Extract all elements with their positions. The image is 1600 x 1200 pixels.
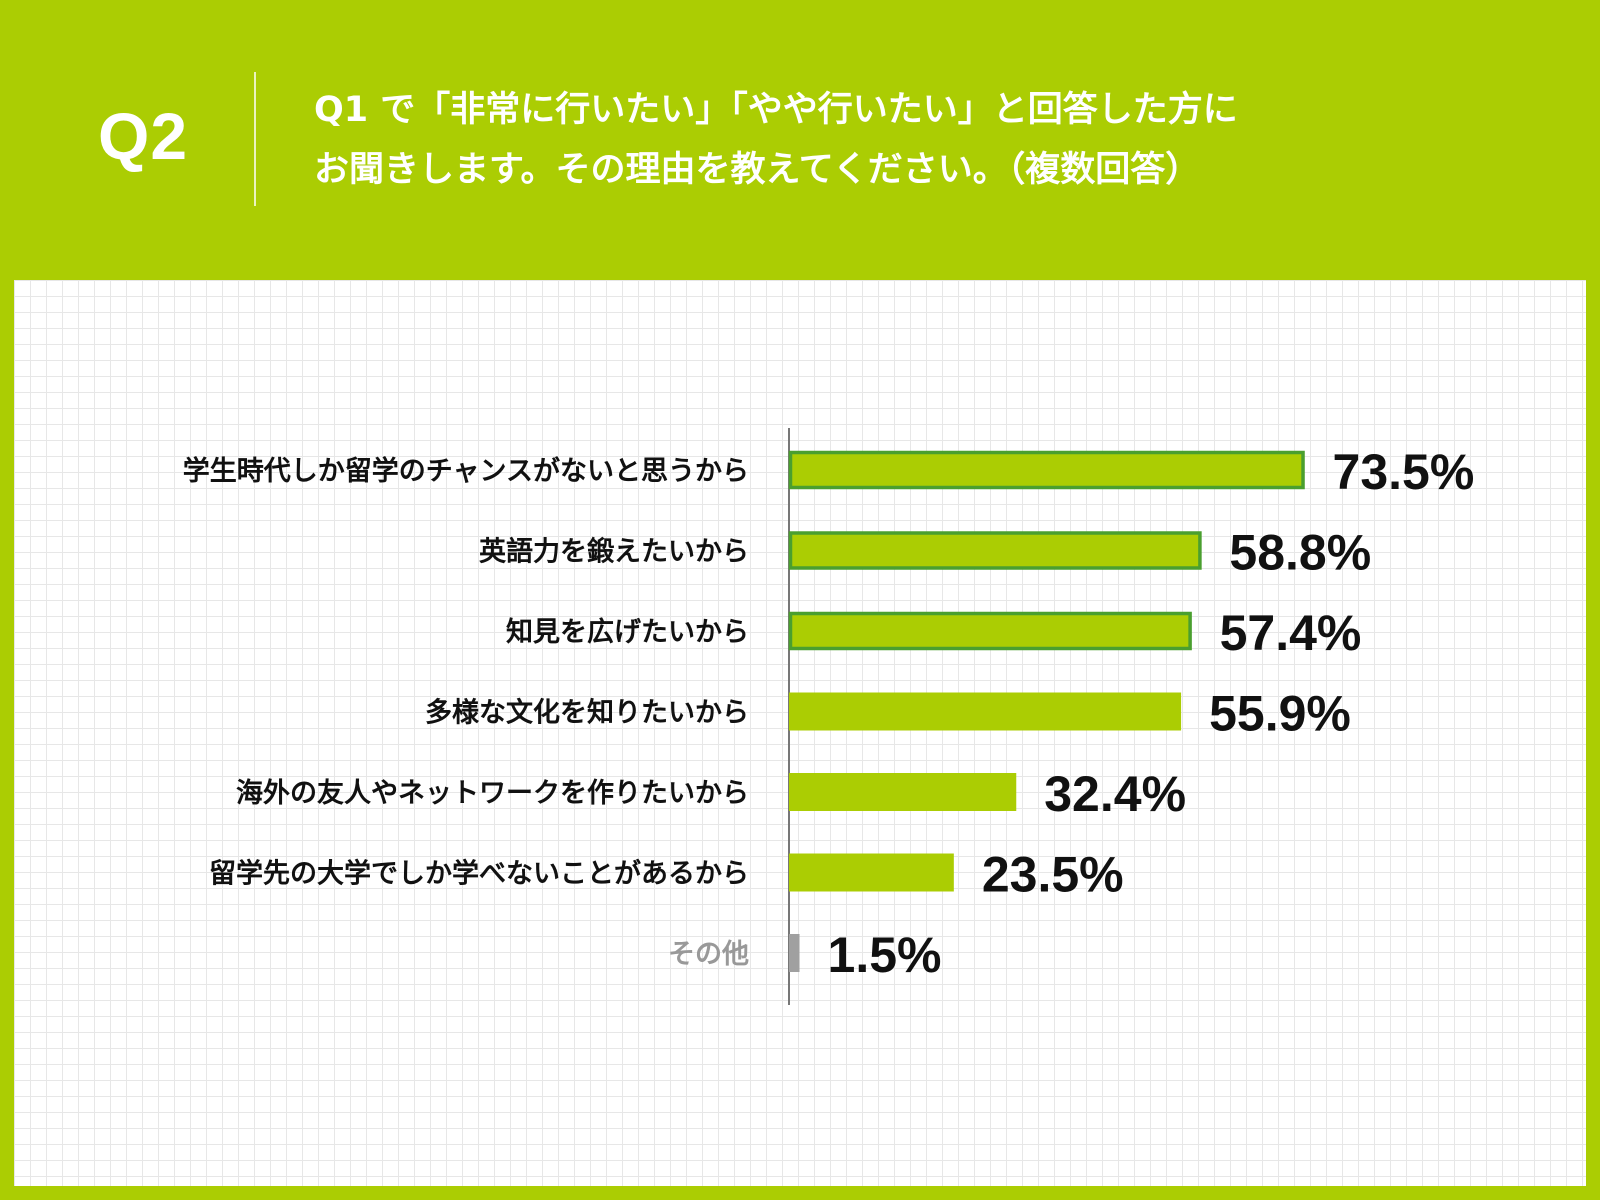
- bar-chart: 学生時代しか留学のチャンスがないと思うから 73.5% 英語力を鍛えたいから 58.8…: [183, 428, 1475, 1005]
- header-divider: [254, 72, 256, 206]
- bar-7: [789, 934, 800, 972]
- category-label-4: 多様な文化を知りたいから: [425, 697, 749, 729]
- bar-5: [789, 773, 1017, 811]
- category-label-7: その他: [668, 939, 749, 970]
- value-label-7: 1.5%: [828, 927, 942, 983]
- question-text: Q1 で「非常に行いたい」「やや行いたい」と回答した方に お聞きします。その理由…: [314, 80, 1514, 200]
- category-label-2: 英語力を鍛えたいから: [479, 536, 749, 568]
- question-text-line-2: お聞きします。その理由を教えてください。（複数回答）: [314, 150, 1201, 190]
- bar-1: [788, 450, 1305, 490]
- category-label-6: 留学先の大学でしか学べないことがあるから: [209, 858, 749, 890]
- category-label-3: 知見を広げたいから: [506, 616, 749, 648]
- value-label-5: 32.4%: [1044, 766, 1186, 822]
- question-number: Q2: [98, 99, 189, 173]
- bar-2: [788, 531, 1202, 570]
- question-header: Q2 Q1 で「非常に行いたい」「やや行いたい」と回答した方に お聞きします。そ…: [0, 0, 1600, 280]
- chart-panel: 学生時代しか留学のチャンスがないと思うから 73.5% 英語力を鍛えたいから 58.8…: [14, 280, 1586, 1186]
- value-label-2: 58.8%: [1229, 525, 1371, 581]
- bar-6: [789, 853, 954, 892]
- category-label-1: 学生時代しか留学のチャンスがないと思うから: [183, 455, 749, 487]
- bar-4: [789, 692, 1182, 731]
- category-label-5: 海外の友人やネットワークを作りたいから: [236, 778, 749, 809]
- question-text-line-1: Q1 で「非常に行いたい」「やや行いたい」と回答した方に: [314, 90, 1238, 130]
- bar-3: [788, 611, 1192, 651]
- value-label-6: 23.5%: [982, 847, 1124, 903]
- value-label-3: 57.4%: [1220, 605, 1362, 661]
- value-label-4: 55.9%: [1209, 686, 1351, 742]
- value-label-1: 73.5%: [1333, 444, 1475, 500]
